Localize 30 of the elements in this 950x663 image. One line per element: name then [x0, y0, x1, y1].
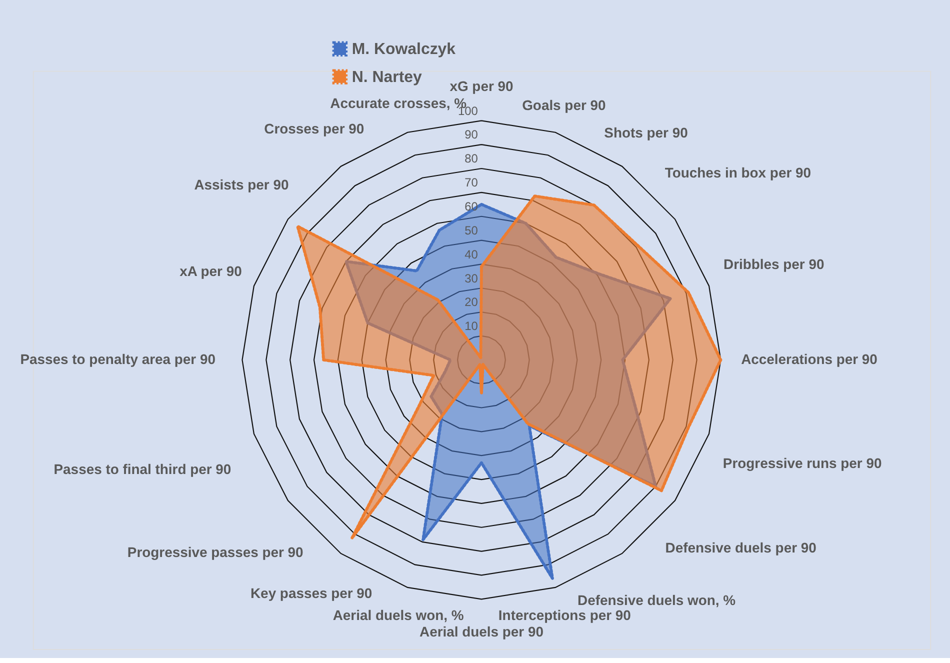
legend-label: N. Nartey — [352, 68, 422, 86]
spoke-label: Aerial duels per 90 — [420, 624, 544, 640]
y-tick-label: 10 — [464, 319, 478, 334]
y-tick-label: 90 — [464, 128, 478, 142]
spoke-label: Defensive duels won, % — [578, 592, 736, 608]
y-tick-label: 80 — [464, 152, 478, 166]
spoke-label: Accelerations per 90 — [741, 350, 878, 367]
y-tick-label: 30 — [464, 271, 478, 286]
spoke-label: Dribbles per 90 — [724, 256, 824, 272]
legend-label: M. Kowalczyk — [352, 40, 456, 58]
spoke-label: xA per 90 — [180, 262, 242, 279]
spoke-label: Aerial duels won, % — [332, 606, 464, 623]
spoke-label: Passes to final third per 90 — [54, 461, 232, 478]
spoke-label: Goals per 90 — [522, 97, 606, 114]
spoke-label: Progressive runs per 90 — [722, 455, 882, 472]
spoke-label: Passes to penalty area per 90 — [20, 350, 216, 367]
spoke-label: Assists per 90 — [194, 176, 289, 193]
spoke-label: Interceptions per 90 — [498, 606, 632, 623]
y-tick-label: 60 — [464, 199, 478, 214]
spoke-label: Progressive passes per 90 — [127, 544, 304, 560]
y-tick-label: 20 — [464, 295, 478, 310]
spoke-label: Defensive duels per 90 — [665, 539, 817, 556]
spoke-label: Key passes per 90 — [250, 585, 372, 602]
spoke-label: Touches in box per 90 — [664, 164, 812, 181]
y-tick-label: 50 — [464, 223, 478, 238]
y-tick-label: 40 — [464, 247, 478, 262]
spoke-label: Shots per 90 — [604, 124, 688, 140]
spoke-label: xG per 90 — [450, 78, 514, 94]
y-tick-label: 70 — [464, 176, 478, 190]
spoke-label: Crosses per 90 — [264, 120, 364, 137]
